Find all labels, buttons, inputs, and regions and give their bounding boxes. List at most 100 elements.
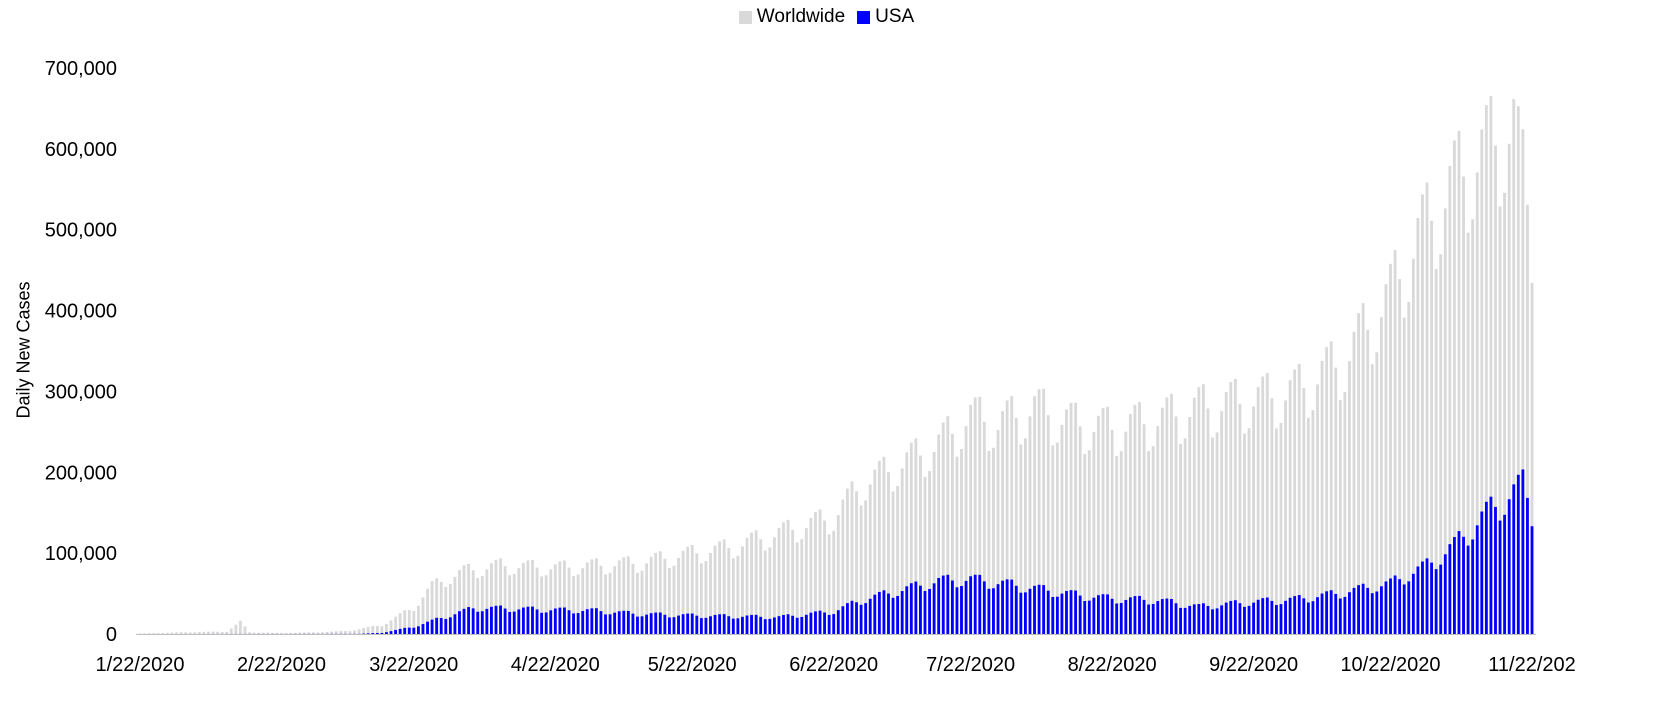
worldwide-bar	[462, 565, 466, 634]
worldwide-bar	[261, 632, 265, 634]
worldwide-bar	[1001, 411, 1004, 634]
worldwide-bar	[1357, 313, 1360, 634]
worldwide-bar	[430, 581, 434, 634]
usa-bar	[804, 614, 808, 634]
worldwide-bar	[298, 632, 302, 634]
worldwide-bar	[1279, 422, 1283, 634]
worldwide-bar	[407, 610, 411, 634]
worldwide-bar	[841, 499, 845, 634]
worldwide-bar	[795, 542, 799, 634]
worldwide-bar	[1265, 373, 1269, 634]
worldwide-bar	[339, 630, 343, 634]
worldwide-bar	[996, 430, 1000, 634]
legend-swatch-worldwide	[738, 10, 752, 24]
usa-bar	[1302, 598, 1306, 634]
usa-bar	[594, 608, 598, 634]
worldwide-bar	[257, 632, 261, 634]
worldwide-bar	[1398, 279, 1402, 634]
worldwide-bar	[1316, 384, 1319, 634]
usa-bar	[978, 574, 982, 634]
worldwide-bar	[1484, 105, 1488, 634]
usa-bar	[426, 621, 429, 634]
worldwide-bar	[1421, 194, 1424, 634]
usa-bar	[1489, 496, 1493, 634]
worldwide-bar	[713, 545, 717, 634]
usa-bar	[1338, 598, 1342, 634]
x-tick-label: 5/22/2020	[648, 654, 737, 676]
usa-bar	[919, 585, 922, 634]
usa-bar	[923, 591, 927, 634]
worldwide-bar	[416, 605, 420, 634]
worldwide-bar	[375, 626, 379, 634]
worldwide-bar	[494, 559, 498, 634]
y-tick-label: 200,000	[45, 462, 117, 484]
usa-bar	[791, 615, 795, 634]
usa-bar	[982, 581, 986, 634]
usa-bar	[896, 596, 900, 634]
worldwide-bar	[1078, 426, 1082, 634]
worldwide-bar	[316, 632, 320, 634]
worldwide-bar	[992, 447, 995, 634]
worldwide-bar	[1361, 303, 1365, 634]
usa-bar	[941, 575, 945, 634]
usa-bar	[946, 574, 950, 634]
usa-bar	[1156, 601, 1160, 634]
worldwide-bar	[1338, 400, 1342, 634]
worldwide-bar	[531, 559, 534, 634]
worldwide-bar	[1101, 408, 1105, 634]
usa-bar	[435, 617, 439, 634]
worldwide-bar	[348, 631, 352, 634]
worldwide-bar	[380, 626, 384, 634]
worldwide-bar	[476, 577, 480, 634]
usa-bar	[1361, 583, 1365, 634]
worldwide-bar	[1293, 369, 1297, 634]
usa-bar	[394, 630, 397, 634]
worldwide-bar	[161, 633, 165, 634]
worldwide-bar	[1151, 446, 1155, 634]
usa-bar	[640, 616, 644, 634]
usa-bar	[1055, 596, 1059, 634]
usa-bar	[1389, 578, 1392, 634]
chart-legend: Worldwide USA	[0, 6, 1653, 28]
worldwide-bar	[1037, 389, 1041, 634]
worldwide-bar	[225, 631, 229, 634]
usa-bar	[608, 614, 612, 634]
usa-bar	[613, 612, 617, 634]
worldwide-bar	[1348, 361, 1351, 634]
usa-bar	[1065, 591, 1068, 634]
usa-bar	[1306, 602, 1310, 634]
x-tick-label: 10/22/2020	[1340, 654, 1440, 676]
usa-bar	[1238, 603, 1242, 634]
worldwide-bar	[248, 632, 251, 634]
worldwide-bar	[1443, 208, 1447, 634]
usa-bar	[832, 614, 836, 634]
worldwide-bar	[718, 541, 722, 634]
usa-bar	[1457, 531, 1461, 634]
worldwide-bar	[394, 616, 397, 634]
worldwide-bar	[1247, 428, 1251, 634]
worldwide-bar	[681, 550, 685, 634]
usa-bar	[480, 611, 484, 634]
worldwide-bar	[252, 632, 256, 634]
usa-bar	[540, 612, 544, 634]
worldwide-bar	[1033, 396, 1036, 634]
usa-bar	[814, 611, 817, 634]
worldwide-bar	[1133, 404, 1137, 634]
usa-bar	[1316, 597, 1319, 634]
usa-bar	[1402, 584, 1406, 634]
usa-bar	[1037, 584, 1041, 634]
worldwide-bar	[617, 560, 621, 634]
usa-bar	[1106, 594, 1109, 634]
worldwide-bar	[1530, 282, 1534, 634]
worldwide-bar	[353, 630, 356, 634]
worldwide-bar	[969, 404, 973, 634]
usa-bar	[768, 618, 772, 634]
worldwide-bar	[175, 632, 178, 634]
y-tick-label: 100,000	[45, 543, 117, 565]
worldwide-bar	[900, 468, 904, 634]
worldwide-bar	[1197, 387, 1201, 634]
usa-bar	[654, 612, 658, 634]
worldwide-bar	[645, 563, 649, 634]
usa-bar	[973, 574, 977, 634]
